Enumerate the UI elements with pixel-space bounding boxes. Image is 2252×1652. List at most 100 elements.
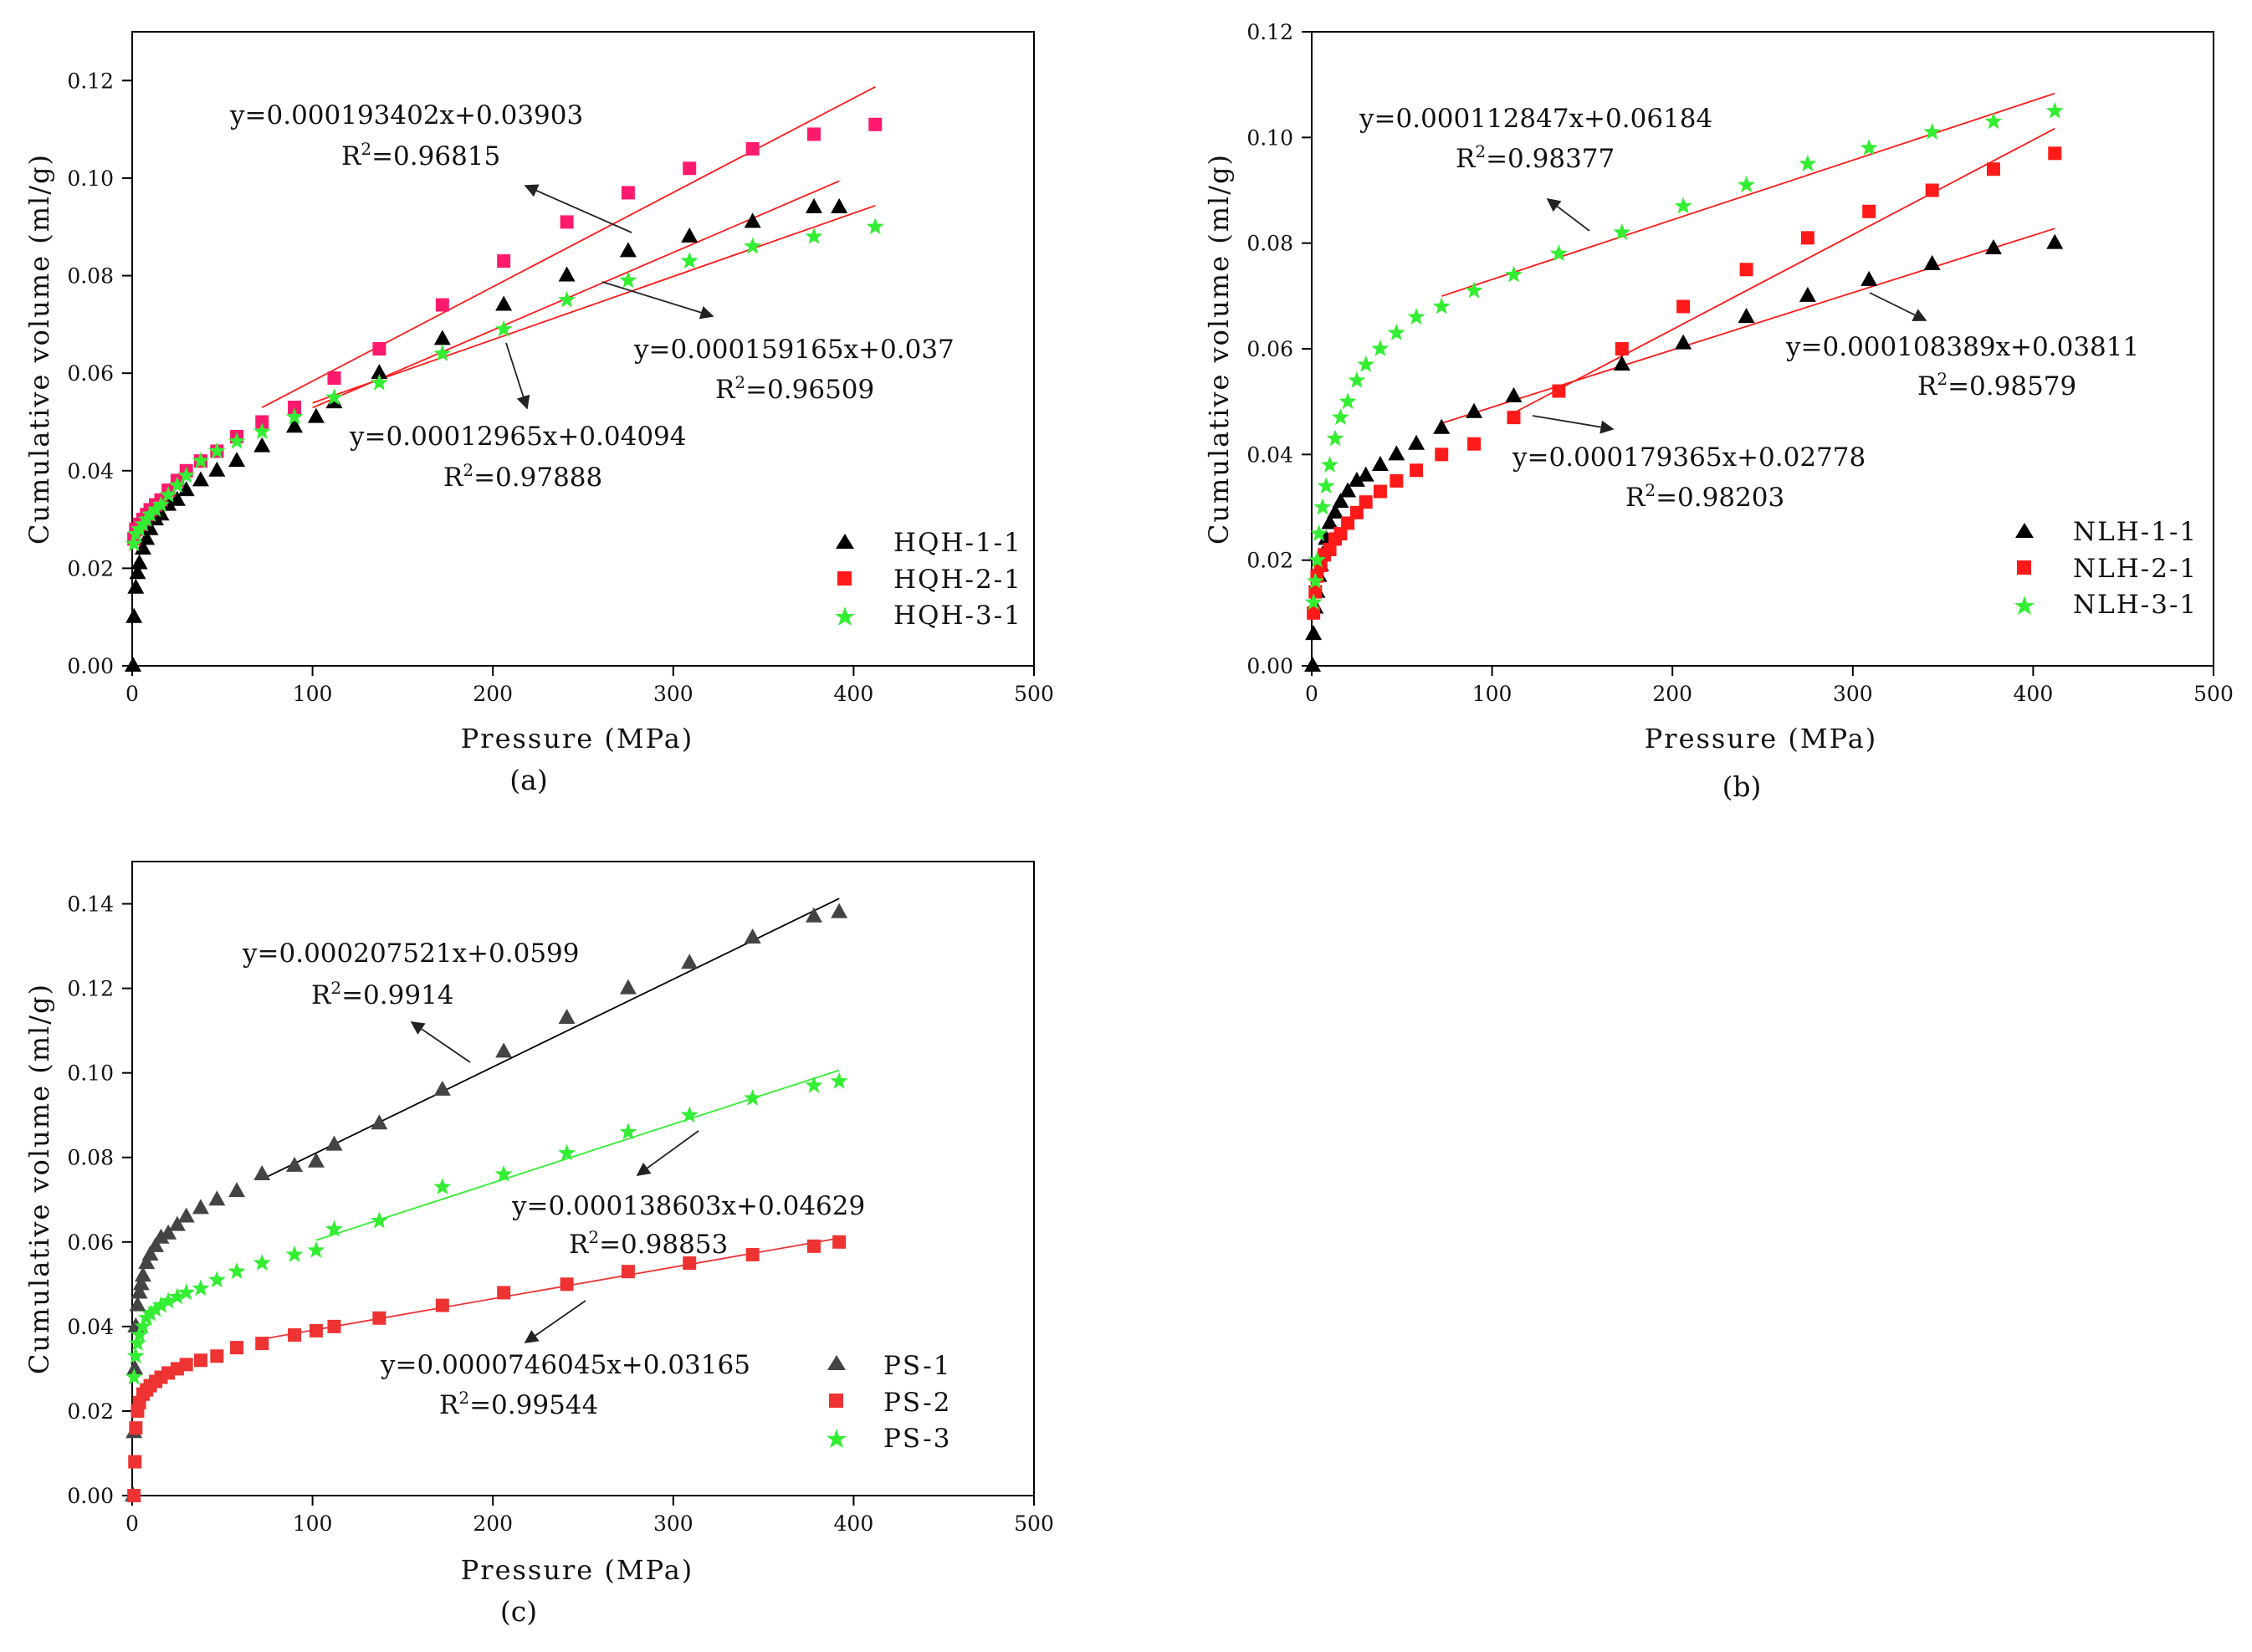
data-point xyxy=(371,364,388,380)
x-tick-label: 0 xyxy=(125,1511,139,1536)
data-point xyxy=(1333,527,1348,541)
fit-equation-a-1: y=0.000193402x+0.03903 xyxy=(229,100,583,130)
data-point xyxy=(866,217,884,235)
data-point xyxy=(1925,183,1939,197)
legend-item-a-2: HQH-2-1 xyxy=(837,565,1021,595)
data-point xyxy=(683,161,697,176)
legend-label-a-3: HQH-3-1 xyxy=(893,601,1022,631)
data-point xyxy=(128,1455,142,1469)
x-tick-label: 100 xyxy=(293,1511,333,1536)
y-tick-label: 0.14 xyxy=(67,892,114,917)
data-point xyxy=(560,215,574,229)
x-tick-label: 100 xyxy=(1472,682,1512,706)
data-point xyxy=(494,1164,513,1182)
data-point xyxy=(228,1262,246,1280)
data-point xyxy=(1800,231,1814,245)
data-point xyxy=(307,1152,325,1168)
data-point xyxy=(288,400,302,414)
data-point xyxy=(129,564,146,580)
axes-a: 0 100 200 300 400 500 0.00 0.02 0.04 0.06 0.08 0.10… xyxy=(67,69,1054,706)
data-point xyxy=(192,471,209,487)
data-point xyxy=(1308,585,1323,599)
legend-marker-square-icon xyxy=(829,1394,843,1408)
data-point xyxy=(1799,286,1816,302)
data-point xyxy=(433,344,452,361)
data-point xyxy=(159,485,177,503)
legend-item-b-3: NLH-3-1 xyxy=(2014,590,2196,620)
series-PS-3 xyxy=(125,1071,848,1385)
data-point xyxy=(805,197,822,213)
fit-line-b-2 xyxy=(1441,228,2055,424)
legend-marker-triangle-icon xyxy=(2015,523,2034,538)
x-axis-label-b: Pressure (MPa) xyxy=(1645,723,1878,754)
data-point xyxy=(179,1358,193,1372)
data-point xyxy=(125,1368,143,1385)
fit-line-b-3 xyxy=(1513,127,2055,414)
data-point xyxy=(152,1296,170,1313)
data-point xyxy=(560,1277,574,1291)
data-point xyxy=(1357,355,1375,372)
data-point xyxy=(307,1240,325,1258)
data-point xyxy=(125,657,142,672)
y-tick-label: 0.06 xyxy=(1246,337,1293,361)
arrow-b-1 xyxy=(1546,198,1590,232)
legend-item-b-2: NLH-2-1 xyxy=(2017,554,2196,584)
annotation-c-3: y=0.0000746045x+0.03165 R2=0.99544 xyxy=(380,1300,750,1420)
caption-b: (b) xyxy=(1722,770,1762,803)
arrow-c-3 xyxy=(524,1300,586,1343)
data-point xyxy=(371,1114,388,1130)
data-point xyxy=(230,1341,244,1355)
y-tick-label: 0.08 xyxy=(67,1146,114,1170)
data-point xyxy=(286,417,304,433)
data-point xyxy=(805,227,823,244)
legend-marker-triangle-icon xyxy=(827,1355,846,1370)
data-point xyxy=(177,1207,195,1223)
data-point xyxy=(1306,571,1324,589)
x-tick-label: 400 xyxy=(2014,682,2054,706)
legend-b: NLH-1-1 NLH-2-1 NLH-3-1 xyxy=(2014,517,2196,620)
data-point xyxy=(1321,514,1338,529)
data-point xyxy=(495,295,513,311)
data-point xyxy=(152,495,170,513)
y-tick-label: 0.12 xyxy=(67,977,114,1001)
data-point xyxy=(126,1359,144,1375)
y-tick-label: 0.12 xyxy=(67,69,114,93)
data-point xyxy=(177,466,196,483)
data-point xyxy=(134,1266,151,1282)
data-point xyxy=(621,186,635,200)
arrow-c-1 xyxy=(410,1021,471,1063)
annotation-a-2: y=0.000159165x+0.037 R2=0.96509 xyxy=(601,281,955,405)
data-point xyxy=(1549,244,1568,262)
data-point xyxy=(1738,176,1756,193)
data-point xyxy=(1387,324,1405,340)
data-point xyxy=(253,422,271,439)
fit-r2-a-3: R2=0.97888 xyxy=(443,460,602,493)
data-point xyxy=(1466,402,1483,418)
data-point xyxy=(131,554,148,570)
data-point xyxy=(1310,524,1328,541)
data-point xyxy=(1305,625,1323,641)
data-point xyxy=(253,437,271,453)
data-point xyxy=(1410,463,1424,478)
legend-c: PS-1 PS-2 PS-3 xyxy=(827,1351,949,1454)
series-HQH-3-1 xyxy=(125,217,884,552)
y-tick-label: 0.10 xyxy=(67,166,114,191)
fit-line-b-1 xyxy=(1441,92,2055,297)
x-tick-label: 300 xyxy=(653,1511,694,1536)
data-point xyxy=(1507,411,1521,425)
fit-r2-c-2: R2=0.98853 xyxy=(569,1227,728,1260)
annotation-b-2: y=0.000108389x+0.03811 R2=0.98579 xyxy=(1785,292,2139,401)
fit-line-a-3 xyxy=(312,204,876,404)
points-a xyxy=(125,117,884,672)
fit-equation-b-2: y=0.000108389x+0.03811 xyxy=(1785,332,2139,362)
x-tick-label: 0 xyxy=(125,682,139,706)
data-point xyxy=(558,266,576,282)
data-point xyxy=(168,476,187,494)
data-point xyxy=(325,1135,343,1151)
data-point xyxy=(325,388,343,406)
data-point xyxy=(134,1317,152,1334)
data-point xyxy=(435,298,449,312)
y-axis-label-a: Cumulative volume (ml/g) xyxy=(23,153,55,545)
data-point xyxy=(208,461,226,477)
fit-r2-c-1: R2=0.9914 xyxy=(311,978,454,1010)
